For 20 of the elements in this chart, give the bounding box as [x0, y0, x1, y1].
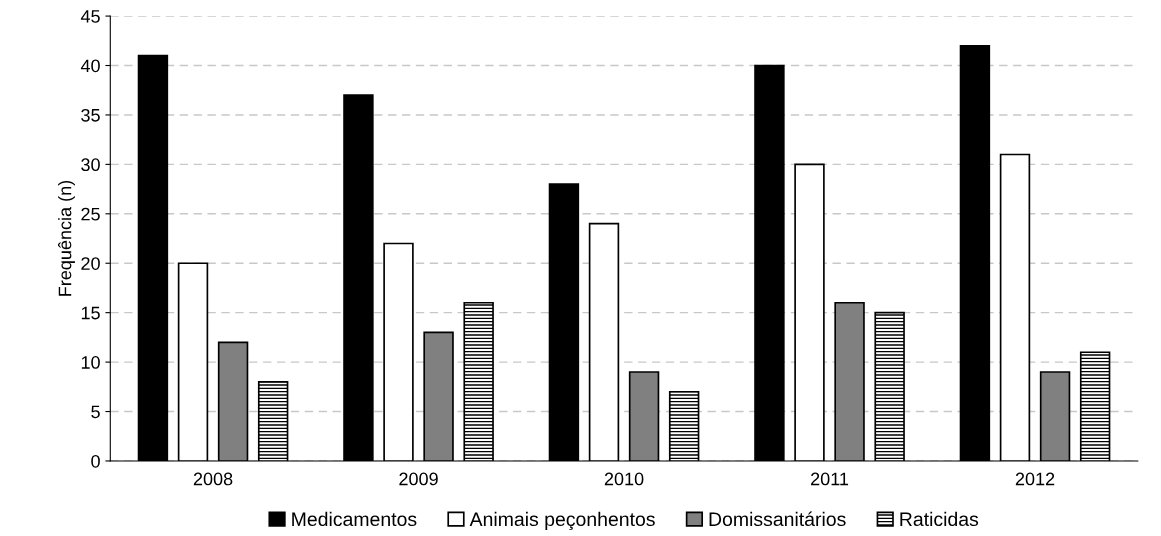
- legend-label: Medicamentos: [292, 511, 417, 527]
- y-tick-label: 35: [81, 108, 100, 122]
- x-tick-label: 2012: [1015, 472, 1055, 486]
- x-tick-label: 2010: [604, 472, 644, 486]
- y-tick-label: 0: [91, 454, 100, 468]
- y-tick-label: 30: [81, 158, 100, 172]
- legend-label: Raticidas: [900, 511, 979, 527]
- y-tick-label: 45: [80, 10, 100, 23]
- y-tick-label: 10: [81, 356, 100, 369]
- legend-label: Animais peçonhentos: [469, 511, 655, 531]
- legend-label: Domissanitários: [709, 511, 846, 527]
- y-tick-label: 5: [91, 405, 100, 419]
- y-tick-label: 15: [81, 306, 100, 320]
- x-tick-label: 2011: [811, 472, 849, 486]
- y-tick-label: 20: [81, 257, 100, 270]
- x-tick-label: 2008: [193, 472, 233, 486]
- y-tick-label: 40: [80, 59, 100, 73]
- y-tick-label: 25: [81, 207, 100, 221]
- y-axis-title: Frequência (n): [58, 180, 75, 296]
- x-tick-label: 2009: [399, 472, 438, 486]
